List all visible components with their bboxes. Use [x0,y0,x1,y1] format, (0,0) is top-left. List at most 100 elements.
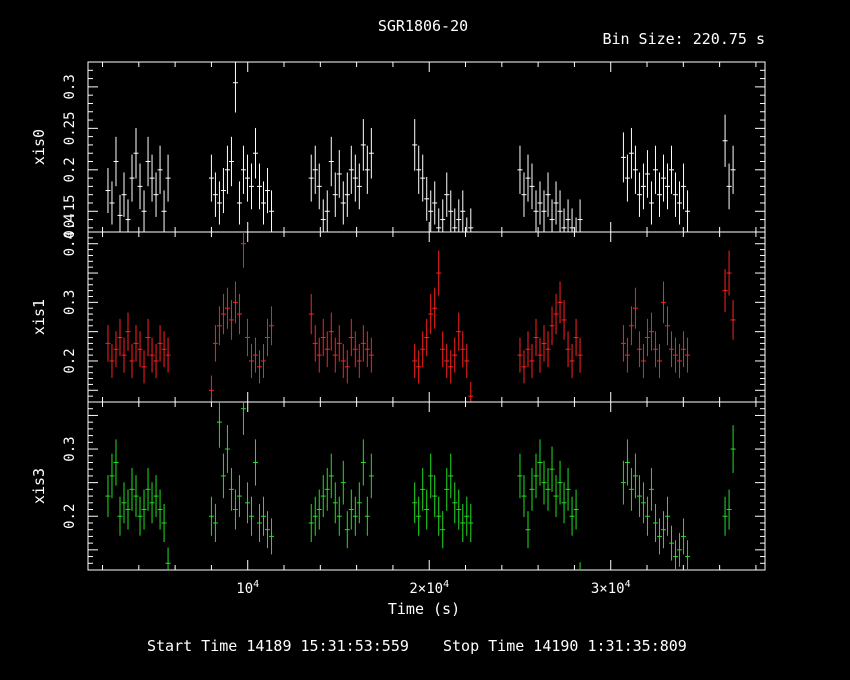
data-point [137,163,143,210]
data-point [212,325,218,362]
data-point [109,453,115,499]
data-point [232,489,238,530]
data-point [145,136,151,187]
data-point [265,511,271,549]
data-point [624,154,630,202]
data-point [360,439,366,486]
data-point [432,181,438,225]
data-point [216,402,222,448]
data-point [521,350,527,384]
data-point [529,467,535,511]
data-point [620,325,626,362]
data-point [244,318,250,357]
data-point [157,325,163,362]
data-point [320,318,326,357]
data-point [340,343,346,379]
data-point [685,540,691,570]
data-point [141,190,147,232]
data-point [660,281,666,324]
data-point [533,190,539,232]
data-point [557,460,563,505]
data-point [565,467,571,511]
data-point [640,343,646,379]
data-point [257,503,263,542]
data-point [212,503,218,542]
data-point [348,145,354,194]
data-point [105,475,111,518]
data-point [460,503,466,542]
x-tick-label: 2×104 [409,579,449,597]
data-point [149,337,155,373]
data-point [412,119,418,171]
data-point [352,496,358,536]
data-point [308,293,314,335]
data-point [636,475,642,518]
data-point [569,496,575,536]
data-point [726,163,732,210]
y-axis-label: xis3 [30,468,48,504]
x-tick-labels: 104 2×104 3×104 [236,579,630,597]
data-point [533,453,539,499]
data-point [537,337,543,373]
series-xis3 [105,402,736,570]
data-point [545,467,551,511]
data-point [224,425,230,473]
data-point [644,318,650,357]
data-point [644,496,650,536]
data-point [232,62,238,113]
data-point [660,154,666,202]
data-point [521,475,527,518]
data-point [444,467,450,511]
data-point [460,331,466,368]
y-tick-label: 0.2 [62,348,78,373]
data-point [432,475,438,518]
data-point [257,163,263,210]
data-point [165,547,171,570]
start-time-label: Start Time 14189 15:31:53:559 [147,637,409,655]
data-point [569,208,575,232]
data-point [424,318,430,357]
data-point [436,208,442,232]
data-point [632,453,638,499]
x-tick-label: 104 [236,579,259,597]
data-point [137,331,143,368]
data-point [681,331,687,368]
panel-xis0: 0.15 0.2 0.25 0.3 0.4 xis0 [30,61,766,239]
data-point [577,337,583,373]
data-point [240,145,246,194]
data-point [525,331,531,368]
data-point [440,511,446,549]
data-point [105,167,111,214]
data-point [360,119,366,171]
data-point [336,150,342,198]
data-point [428,453,434,499]
data-point [261,496,267,536]
data-point [420,467,426,511]
data-point [537,439,543,486]
data-point [722,496,728,536]
y-tick-label: 0.3 [62,74,78,99]
data-point [681,518,687,555]
panel-xis3: 0.2 0.3 xis3 [30,401,766,571]
y-tick-label: 0.2 [62,157,78,182]
data-point [165,337,171,373]
data-point [157,145,163,194]
data-point [328,453,334,499]
data-point [240,232,246,268]
data-point [669,145,675,194]
data-point [525,511,531,549]
data-point [113,439,119,486]
data-point [412,482,418,524]
data-point [549,306,555,346]
data-point [113,331,119,368]
data-point [161,190,167,232]
data-point [125,312,131,351]
data-point [620,132,626,183]
chart-title: SGR1806-20 [378,17,468,35]
data-point [677,343,683,379]
data-point [628,467,634,511]
data-point [726,250,732,296]
data-point [161,331,167,368]
data-point [269,190,275,232]
data-point [125,199,131,232]
